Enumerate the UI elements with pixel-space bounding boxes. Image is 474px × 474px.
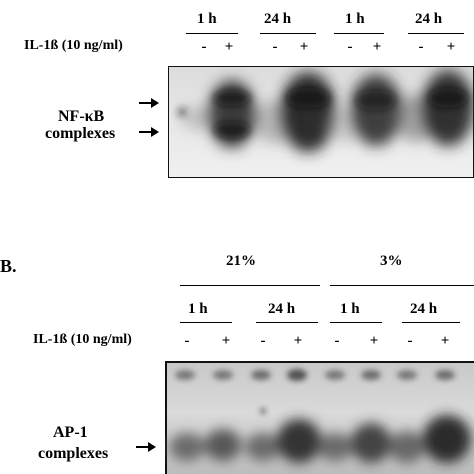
panel-b-oxygen-label-2: 3%: [380, 253, 403, 269]
panel-b-sign-3: -: [260, 333, 266, 349]
panel-a-complex-label-line1: NF-κB: [58, 108, 105, 125]
panel-b-group-line-2: [256, 322, 318, 323]
panel-b-sign-7: -: [407, 333, 413, 349]
panel-a-sign-3: -: [272, 39, 278, 55]
panel-b-treatment-label: IL-1ß (10 ng/ml): [33, 332, 132, 347]
panel-b-time-label-3: 1 h: [340, 301, 360, 317]
panel-b-gel-image: [165, 361, 474, 474]
panel-b-group-line-4: [402, 322, 460, 323]
panel-a-sign-4: +: [299, 39, 309, 55]
panel-b-time-label-1: 1 h: [188, 301, 208, 317]
panel-a-sign-2: +: [224, 39, 234, 55]
panel-a-complex-label-line2: complexes: [45, 125, 116, 142]
panel-a-time-label-3: 1 h: [345, 11, 365, 27]
panel-a-sign-1: -: [201, 39, 207, 55]
panel-b-complex-label-line2: complexes: [38, 445, 109, 462]
panel-b-group-line-1: [180, 322, 232, 323]
panel-a-time-label-1: 1 h: [197, 11, 217, 27]
panel-a-upper-arrow-icon: [139, 98, 159, 108]
panel-a-group-line-3: [334, 33, 384, 34]
panel-b-sign-8: +: [440, 333, 450, 349]
panel-b-arrow-icon: [136, 442, 156, 452]
panel-a-sign-5: -: [347, 39, 353, 55]
panel-a-gel-image: [168, 66, 474, 178]
panel-a-sign-6: +: [372, 39, 382, 55]
panel-b-letter: B.: [0, 256, 17, 276]
panel-a-time-label-4: 24 h: [415, 11, 443, 27]
panel-a-treatment-label: IL-1ß (10 ng/ml): [24, 38, 123, 53]
panel-b-time-label-4: 24 h: [410, 301, 438, 317]
panel-b-sign-5: -: [334, 333, 340, 349]
panel-b-sign-1: -: [184, 333, 190, 349]
panel-b-group-line-3: [330, 322, 382, 323]
panel-a-sign-8: +: [446, 39, 456, 55]
panel-a-group-line-1: [186, 33, 238, 34]
panel-b-sign-2: +: [221, 333, 231, 349]
panel-b-oxygen-line-2: [330, 285, 474, 286]
panel-a-sign-7: -: [418, 39, 424, 55]
panel-b-time-label-2: 24 h: [268, 301, 296, 317]
panel-a-group-line-2: [260, 33, 316, 34]
panel-a-lower-arrow-icon: [139, 127, 159, 137]
panel-b-oxygen-line-1: [180, 285, 320, 286]
panel-b-sign-6: +: [369, 333, 379, 349]
panel-b-sign-4: +: [293, 333, 303, 349]
panel-b-complex-label-line1: AP-1: [53, 424, 88, 441]
panel-a-time-label-2: 24 h: [264, 11, 292, 27]
panel-a-group-line-4: [408, 33, 464, 34]
panel-b-oxygen-label-1: 21%: [226, 253, 256, 269]
